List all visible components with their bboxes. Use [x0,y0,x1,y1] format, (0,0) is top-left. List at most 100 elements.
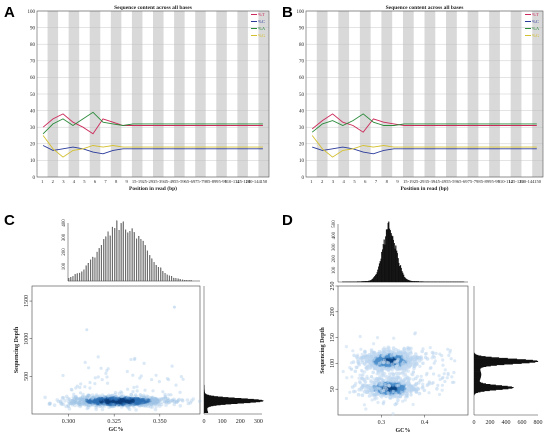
chart-c-density-point [145,394,149,399]
chart-b-xtick-label: 150 [534,179,542,184]
chart-c-density-point [154,398,159,403]
chart-a-ytick-label: 100 [28,10,36,15]
chart-c-density-point [77,401,81,406]
chart-d-density-point [438,352,442,356]
chart-c-density-point [129,392,133,397]
chart-c-top-hist-bar [168,275,170,282]
chart-d-density-point [401,399,405,403]
chart-c-top-hist-bar [175,278,177,282]
chart-c-density-point [61,373,65,378]
chart-b-xtick-label: 85-89 [478,179,489,184]
chart-d-right-hist-bar [474,375,481,377]
chart-c-density-point [67,401,72,405]
chart-d-density-point [363,350,367,355]
chart-c-density-point [67,397,72,402]
chart-c-density-point [82,400,86,405]
chart-d-right-hist-bar [474,388,503,390]
chart-d-density-point [398,376,402,380]
chart-c-density-point [129,357,133,362]
chart-c-top-hist-bar [100,245,102,282]
chart-c-density-point [161,390,165,394]
chart-c-density-point [144,402,149,407]
chart-c-density-point [87,393,92,398]
chart-d-density-point [435,387,439,391]
chart-d-right-hist-bar [474,353,475,354]
chart-d-right-hist-bar [474,388,509,390]
chart-c-density-point [134,393,138,397]
chart-c-density-point [83,360,87,364]
chart-c-density-point [142,361,146,365]
chart-d-right-hist-bar [474,365,491,367]
chart-d-density-point [390,393,394,398]
chart-d-density-point [411,361,415,365]
chart-d-density-point [384,384,388,388]
chart-c-right-hist-tick: 100 [218,419,227,425]
chart-c-density-point [127,403,132,408]
chart-d-right-hist-bar [474,376,481,378]
chart-d-density-point [376,367,380,371]
chart-c-density-point [120,391,124,395]
chart-d-density-point [363,362,367,366]
chart-c-density-point [127,396,131,401]
chart-d-density-point [431,354,435,358]
chart-c-density-point [146,398,151,403]
chart-c-density-point [132,385,136,390]
chart-c-density-point [156,398,160,403]
chart-c-density-point [154,397,158,402]
chart-c-density-point [72,396,77,401]
chart-c-density-point [78,391,83,395]
chart-c-top-hist-bar [136,238,138,282]
chart-c-density-point [170,398,175,403]
chart-c-density-point [102,395,107,399]
chart-d-right-hist-bar [474,369,481,371]
chart-c-density-point [100,404,105,409]
chart-c-density-point [74,394,78,399]
chart-c-density-point [74,396,79,400]
chart-d-density-point [370,374,374,379]
chart-d-density-point [427,380,431,384]
chart-c-density-point [152,399,157,403]
chart-c-top-hist-bar [188,280,190,282]
chart-c-density-point [96,355,100,359]
chart-d-density-point [387,348,391,353]
chart-a-xlabel: Position in read (bp) [129,185,177,192]
chart-c-density-point [100,393,105,398]
chart-d-density-point [385,387,389,391]
chart-c-density-point [55,398,59,402]
chart-c-density-point [61,396,66,400]
chart-d-xtick-label: 0.4 [421,420,429,426]
chart-c-right-hist-tick: 200 [236,419,245,425]
chart-b-title: Sequence content across all bases [386,5,464,11]
chart-d-right-hist-bar [474,359,526,361]
chart-d-right-hist-bar [474,380,480,382]
chart-c-density-point [176,398,181,403]
chart-c-density-point [69,401,73,406]
chart-b-xtick-label: 8 [386,179,389,184]
chart-b-xtick-label: 55-59 [446,179,457,184]
chart-c-density-point [58,400,63,404]
chart-c-density-point [90,397,94,401]
chart-c-density-point [81,401,85,405]
chart-c-density-point [74,397,79,402]
chart-a-ytick-label: 40 [30,109,36,114]
chart-d-density-point [415,386,419,390]
chart-d-density-point [414,381,419,386]
chart-c-density-point [149,405,153,409]
chart-b-ytick-label: 70 [299,60,305,65]
chart-c-density-point [86,393,91,397]
chart-d-density-point [401,355,405,359]
chart-d-density-point [380,389,384,394]
chart-d-right-hist-bar [474,361,536,363]
chart-d-density-point [387,384,391,388]
chart-c-top-hist-bar [70,277,72,282]
chart-b-xtick-label: 5 [353,179,356,184]
chart-a-xtick-label: 95-99 [216,179,227,184]
chart-a-ytick-label: 10 [30,159,36,164]
chart-d-density-point [406,385,410,389]
chart-c-density-point [73,400,77,405]
chart-c-top-hist-bar [138,236,140,282]
chart-d-density-point [446,371,450,375]
chart-c-density-point [113,390,118,395]
chart-c-density-point [87,393,91,398]
chart-c-density-point [85,395,89,399]
